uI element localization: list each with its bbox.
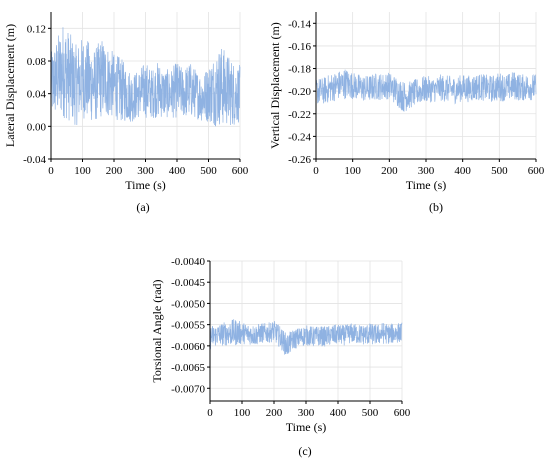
x-tick-label: 0	[48, 165, 54, 177]
x-axis-label: Time (s)	[406, 178, 447, 192]
chart-panel-c: 0 100 200 300 400 500 600 -0.0070 -0.0065 -0.0060…	[150, 256, 411, 458]
y-tick-label: -0.0040	[171, 256, 205, 268]
x-tick-label: 400	[169, 165, 186, 177]
chart-panel-b: 0 100 200 300 400 500 600 -0.26 -0.24 -0.22 -0.20 -…	[268, 12, 545, 214]
y-tick-label: -0.0055	[171, 320, 205, 332]
x-tick-label: 100	[74, 165, 91, 177]
y-tick-label: 0.04	[27, 89, 47, 101]
x-tick-label: 500	[362, 407, 379, 419]
x-tick-label: 600	[232, 165, 249, 177]
x-tick-label: 100	[234, 407, 251, 419]
x-tick-label: 0	[207, 407, 213, 419]
x-tick-label: 200	[106, 165, 123, 177]
x-tick-label: 100	[344, 165, 361, 177]
x-tick-label: 600	[394, 407, 411, 419]
x-tick-label: 200	[266, 407, 283, 419]
y-tick-label: 0.08	[27, 56, 47, 68]
y-tick-label: -0.0045	[171, 277, 205, 289]
chart-panel-a: 0 100 200 300 400 500 600 -0.04 0.00 0.04 0.08 0.12…	[3, 12, 249, 214]
y-axis-label: Lateral Displacement (m)	[3, 24, 17, 147]
x-tick-label: 0	[313, 165, 319, 177]
y-tick-label: -0.18	[288, 64, 311, 76]
y-tick-label: -0.16	[288, 41, 311, 53]
y-tick-label: -0.0050	[171, 298, 205, 310]
y-axis-label: Torsional Angle (rad)	[150, 279, 164, 382]
x-tick-label: 200	[381, 165, 398, 177]
x-tick-label: 300	[137, 165, 154, 177]
y-tick-label: 0.12	[27, 23, 46, 35]
panel-label: (b)	[429, 200, 443, 214]
series-line	[50, 27, 241, 127]
panel-label: (c)	[298, 444, 311, 458]
x-axis-label: Time (s)	[125, 178, 166, 192]
x-tick-label: 500	[200, 165, 217, 177]
x-tick-label: 600	[528, 165, 545, 177]
x-tick-label: 500	[491, 165, 508, 177]
x-tick-label: 300	[298, 407, 315, 419]
y-tick-label: -0.0065	[171, 362, 205, 374]
panel-label: (a)	[136, 200, 149, 214]
x-tick-label: 400	[330, 407, 347, 419]
y-tick-label: -0.26	[288, 154, 311, 166]
y-tick-label: -0.20	[288, 86, 311, 98]
y-axis-label: Vertical Displacement (m)	[268, 22, 282, 149]
y-tick-label: -0.24	[288, 131, 311, 143]
series-line	[209, 319, 403, 355]
x-axis-label: Time (s)	[286, 420, 327, 434]
y-tick-label: 0.00	[27, 121, 47, 133]
y-tick-label: -0.22	[288, 109, 311, 121]
series-line	[315, 69, 537, 112]
y-tick-label: -0.14	[288, 18, 311, 30]
x-tick-label: 400	[454, 165, 471, 177]
x-tick-label: 300	[418, 165, 435, 177]
y-tick-label: -0.0070	[171, 383, 205, 395]
y-tick-label: -0.0060	[171, 341, 205, 353]
y-tick-label: -0.04	[23, 154, 46, 166]
